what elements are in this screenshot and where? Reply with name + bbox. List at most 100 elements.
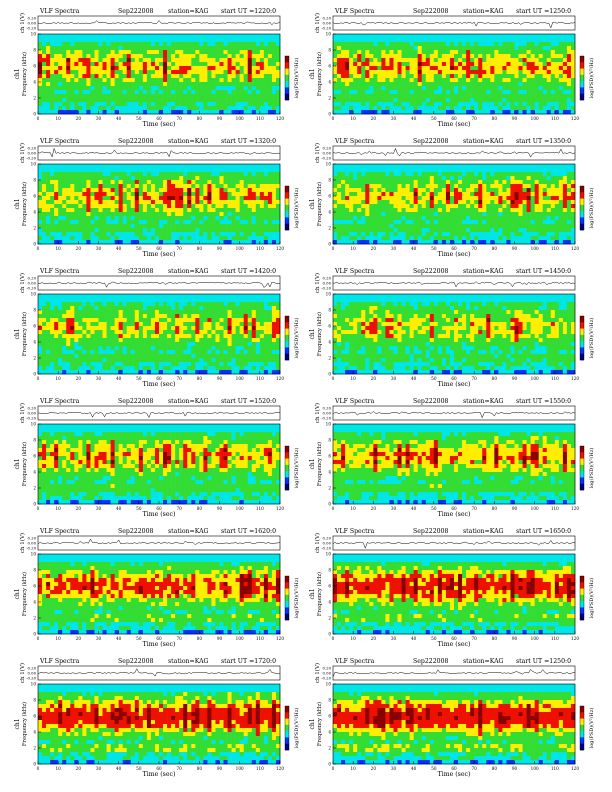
spectrogram-cell <box>94 82 99 87</box>
spectrogram-cell <box>255 102 261 107</box>
spectrogram-cell <box>74 204 79 209</box>
spectrogram-cell <box>462 196 467 201</box>
spectrogram-cell <box>42 98 47 103</box>
spectrogram-cell <box>333 208 338 213</box>
spectrogram-cell <box>502 192 507 197</box>
spectrogram-cell <box>393 62 398 67</box>
spectrogram-cell <box>215 82 220 87</box>
spectrogram-cell <box>345 110 350 115</box>
spectrogram-cell <box>259 50 265 55</box>
spectrogram-cell <box>154 54 160 59</box>
spectrogram-cell <box>413 228 418 233</box>
spectrogram-cell <box>94 106 99 111</box>
spectrogram-cell <box>466 66 471 71</box>
spectrogram-cell <box>562 208 568 213</box>
spectrogram-cell <box>122 90 128 95</box>
spectrogram-cell <box>470 228 475 233</box>
spectrogram-cell <box>413 78 418 83</box>
spectrogram-cell <box>570 70 576 75</box>
colorbar-segment <box>580 74 584 82</box>
spectrogram-cell <box>458 102 463 107</box>
spectrogram-cell <box>466 220 471 225</box>
spectrogram-cell <box>179 70 184 75</box>
spectrogram-cell <box>510 98 515 103</box>
spectrogram-cell <box>534 164 539 169</box>
spectrogram-cell <box>522 176 527 181</box>
spectrogram-cell <box>437 78 443 83</box>
spectrogram-cell <box>251 180 257 185</box>
spectrogram-cell <box>90 102 95 107</box>
spectrogram-cell <box>122 82 128 87</box>
spectrogram-cell <box>542 78 548 83</box>
spectrogram-cell <box>514 172 519 177</box>
spectrogram-cell <box>385 172 390 177</box>
spectrogram-cell <box>211 46 216 51</box>
spectrogram-cell <box>526 240 531 245</box>
spectrogram-cell <box>106 224 111 229</box>
spectrogram-cell <box>514 232 519 237</box>
spectrogram-cell <box>397 188 402 193</box>
spectrogram-cell <box>219 102 224 107</box>
spectrogram-cell <box>466 228 471 233</box>
spectrogram-cell <box>207 50 212 55</box>
spectrogram-cell <box>150 70 156 75</box>
spectrogram-cell <box>50 94 55 99</box>
spectrogram-cell <box>267 232 273 237</box>
spectrogram-cell <box>474 62 479 67</box>
spectrogram-cell <box>562 58 568 63</box>
spectrogram-cell <box>243 90 249 95</box>
spectrogram-cell <box>150 196 156 201</box>
spectrogram-cell <box>271 106 277 111</box>
spectrogram-cell <box>195 58 200 63</box>
spectrogram-cell <box>538 164 544 169</box>
colorbar-segment <box>285 87 289 95</box>
spectrogram-cell <box>550 106 556 111</box>
spectrogram-cell <box>211 220 216 225</box>
timeseries-line <box>332 147 576 158</box>
spectrogram-cell <box>349 200 354 205</box>
spectrogram-cell <box>183 172 188 177</box>
spectrogram-cell <box>409 38 414 43</box>
spectrogram-cell <box>454 42 459 47</box>
spectrogram-cell <box>199 240 204 245</box>
spectrogram-cell <box>345 74 350 79</box>
spectrogram-cell <box>478 232 483 237</box>
spectrogram-cell <box>558 102 564 107</box>
spectrogram-cell <box>409 90 414 95</box>
spectrogram-cell <box>207 38 212 43</box>
spectrogram-cell <box>425 66 431 71</box>
spectrogram-cell <box>490 196 495 201</box>
spectrogram-cell <box>255 54 261 59</box>
spectrogram-cell <box>219 98 224 103</box>
spectrogram-cell <box>542 34 548 39</box>
colorbar-label: log(PSD)(V²/Hz) <box>293 58 300 99</box>
spectrogram-cell <box>486 216 491 221</box>
spectrogram-cell <box>570 188 576 193</box>
spectrogram-cell <box>494 216 499 221</box>
spectrogram-cell <box>534 204 539 209</box>
spectrogram-cell <box>203 62 208 67</box>
spectrogram-cell <box>159 102 164 107</box>
spectrogram-cell <box>357 46 362 51</box>
spectrogram-cell <box>421 236 427 241</box>
spectrogram-cell <box>235 192 240 197</box>
spectrogram-cell <box>227 102 232 107</box>
spectrogram-cell <box>179 102 184 107</box>
spectrogram-cell <box>46 192 51 197</box>
spectrogram-cell <box>243 172 249 177</box>
spectrogram-cell <box>486 168 491 173</box>
spectrogram-cell <box>74 94 79 99</box>
spectrogram-cell <box>114 34 119 39</box>
spectrogram-cell <box>401 62 406 67</box>
spectrogram-cell <box>50 200 55 205</box>
spectrogram-cell <box>118 240 123 245</box>
spectrogram-cell <box>239 106 244 111</box>
spectrogram-cell <box>433 50 439 55</box>
spectrogram-cell <box>437 192 443 197</box>
spectrogram-cell <box>397 38 402 43</box>
spectrogram-cell <box>247 196 253 201</box>
spectrogram-cell <box>86 102 91 107</box>
spectrogram-cell <box>417 192 423 197</box>
spectrogram-cell <box>223 90 228 95</box>
spectrogram-cell <box>82 82 87 87</box>
